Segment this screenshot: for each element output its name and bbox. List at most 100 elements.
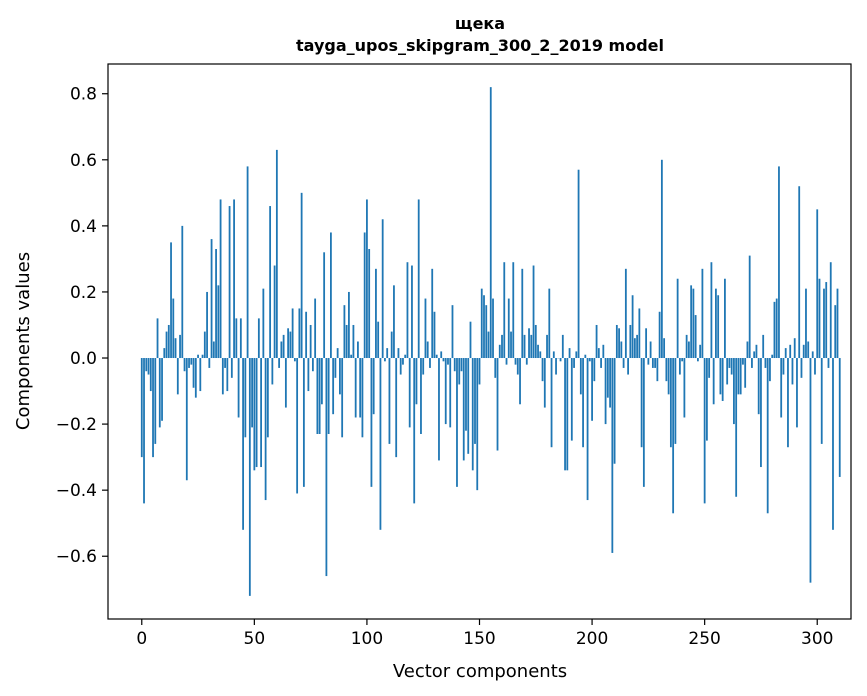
- bar: [719, 358, 722, 395]
- bar: [505, 358, 508, 365]
- bar: [762, 334, 765, 359]
- bar: [593, 358, 596, 382]
- bar: [255, 358, 258, 468]
- bar: [539, 351, 542, 359]
- bar: [165, 331, 168, 359]
- bar: [471, 358, 474, 471]
- bar: [575, 351, 578, 359]
- bar: [753, 351, 756, 359]
- bar: [318, 358, 321, 434]
- bar: [685, 334, 688, 359]
- bar: [793, 338, 796, 359]
- bar: [604, 358, 607, 425]
- x-axis: 0 50 100 150 200 250 300: [136, 619, 833, 649]
- bar: [368, 249, 371, 359]
- bar: [622, 358, 625, 368]
- y-tick-label: −0.6: [56, 547, 97, 567]
- bar: [422, 358, 425, 375]
- bar: [525, 358, 528, 365]
- bar: [242, 358, 244, 530]
- bar: [537, 344, 539, 359]
- bar: [314, 298, 317, 359]
- bar: [469, 321, 472, 359]
- bar: [447, 358, 449, 365]
- bar: [715, 288, 717, 359]
- bar: [825, 282, 828, 359]
- bar: [161, 358, 163, 421]
- bar: [503, 262, 506, 359]
- bar: [183, 358, 186, 372]
- bar: [820, 358, 823, 444]
- bar: [307, 358, 310, 392]
- bar: [476, 358, 479, 491]
- bar: [712, 358, 715, 405]
- bar: [534, 324, 537, 359]
- bar: [357, 341, 359, 359]
- bar: [140, 358, 143, 458]
- y-tick-label: 0.2: [70, 283, 97, 303]
- bar: [271, 358, 274, 385]
- y-tick-label: 0.4: [70, 217, 97, 237]
- bar: [728, 358, 731, 368]
- bar: [390, 331, 393, 359]
- bar: [145, 358, 148, 372]
- bar: [188, 358, 190, 368]
- x-tick-label: 0: [136, 629, 147, 649]
- bar: [766, 358, 769, 514]
- bar: [485, 305, 488, 359]
- bar: [620, 341, 623, 359]
- bar: [325, 358, 328, 577]
- bar: [552, 351, 555, 359]
- bar: [154, 358, 157, 444]
- y-tick-label: −0.2: [56, 415, 97, 435]
- chart-title-group: щека tayga_upos_skipgram_300_2_2019 mode…: [296, 14, 664, 55]
- bar: [341, 358, 344, 438]
- bar: [375, 268, 377, 359]
- bar: [778, 166, 780, 359]
- x-tick-label: 100: [351, 629, 383, 649]
- bar: [282, 334, 285, 359]
- bar: [676, 278, 679, 359]
- bar: [721, 358, 724, 401]
- bar: [609, 358, 611, 408]
- bar: [764, 358, 767, 368]
- bar: [636, 334, 639, 359]
- bar: [408, 358, 411, 428]
- bar: [332, 358, 335, 415]
- bar: [147, 358, 150, 375]
- bar: [674, 358, 677, 444]
- bar: [512, 262, 515, 359]
- bar: [316, 358, 319, 434]
- bar: [814, 358, 816, 375]
- bar: [431, 268, 434, 359]
- bar: [251, 358, 253, 428]
- bar: [275, 149, 278, 359]
- bar: [690, 285, 693, 359]
- bar: [658, 311, 661, 359]
- bar: [257, 318, 260, 359]
- bar: [158, 358, 161, 428]
- bar: [381, 219, 384, 359]
- bar: [293, 358, 296, 362]
- bar: [739, 358, 742, 395]
- bar: [483, 295, 485, 359]
- bar: [194, 358, 197, 398]
- bar: [555, 358, 557, 375]
- x-axis-label: Vector components: [393, 661, 567, 682]
- bar: [492, 298, 494, 359]
- bar: [143, 358, 145, 504]
- bar-series: [140, 87, 841, 596]
- bar: [559, 358, 562, 362]
- bar: [649, 341, 652, 359]
- bar: [516, 358, 519, 375]
- bar: [262, 288, 265, 359]
- bar: [546, 334, 548, 359]
- bar: [710, 262, 713, 359]
- bar: [339, 358, 341, 395]
- bar: [440, 351, 443, 359]
- bar: [237, 358, 240, 418]
- bar: [798, 186, 801, 359]
- bar: [210, 239, 213, 359]
- bar: [827, 358, 830, 368]
- bar: [654, 358, 657, 368]
